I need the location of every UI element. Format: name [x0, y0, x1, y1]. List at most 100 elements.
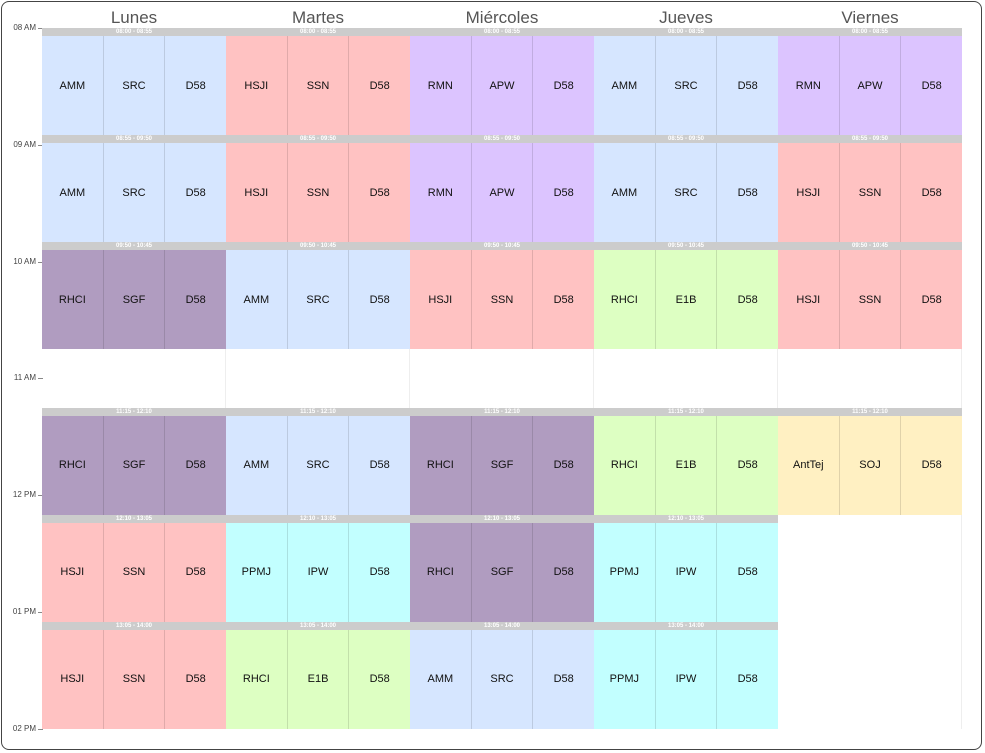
- class-cell[interactable]: SSN: [840, 143, 902, 243]
- class-cell[interactable]: APW: [472, 36, 534, 136]
- class-block[interactable]: 08:55 - 09:50 AMM SRC D58: [42, 135, 226, 243]
- class-cell[interactable]: D58: [553, 566, 574, 579]
- class-cell[interactable]: D58: [921, 293, 942, 306]
- class-cell[interactable]: RHCI: [42, 415, 104, 515]
- class-block[interactable]: 11:15 - 12:10 AMM SRC D58: [226, 407, 410, 515]
- class-cell[interactable]: SRC: [472, 629, 534, 729]
- class-cell[interactable]: PPMJ: [226, 522, 288, 622]
- class-cell[interactable]: D58: [553, 293, 574, 306]
- class-cell[interactable]: HSJI: [42, 629, 104, 729]
- class-block[interactable]: 13:05 - 14:00 PPMJ IPW D58: [594, 621, 778, 729]
- class-block[interactable]: 08:00 - 08:55 RMN APW D58: [778, 28, 962, 136]
- class-cell[interactable]: D58: [553, 186, 574, 199]
- class-block[interactable]: 09:50 - 10:45 RHCI SGF D58: [42, 242, 226, 350]
- class-cell[interactable]: RMN: [778, 36, 840, 136]
- class-cell[interactable]: D58: [185, 293, 206, 306]
- class-cell[interactable]: SGF: [472, 522, 534, 622]
- class-cell[interactable]: PPMJ: [594, 522, 656, 622]
- class-block[interactable]: 08:00 - 08:55 AMM SRC D58: [42, 28, 226, 136]
- class-cell[interactable]: SSN: [288, 36, 350, 136]
- class-block[interactable]: 08:55 - 09:50 AMM SRC D58: [594, 135, 778, 243]
- class-cell[interactable]: D58: [185, 673, 206, 686]
- class-block[interactable]: 08:00 - 08:55 HSJI SSN D58: [226, 28, 410, 136]
- class-cell[interactable]: AMM: [594, 143, 656, 243]
- class-cell[interactable]: HSJI: [226, 143, 288, 243]
- class-block[interactable]: 08:00 - 08:55 AMM SRC D58: [594, 28, 778, 136]
- class-block[interactable]: 11:15 - 12:10 RHCI SGF D58: [42, 407, 226, 515]
- class-cell[interactable]: D58: [369, 673, 390, 686]
- class-cell[interactable]: RHCI: [410, 415, 472, 515]
- class-cell[interactable]: SOJ: [840, 415, 902, 515]
- class-block[interactable]: 12:10 - 13:05 PPMJ IPW D58: [226, 514, 410, 622]
- class-cell[interactable]: D58: [185, 459, 206, 472]
- class-cell[interactable]: IPW: [656, 522, 718, 622]
- class-cell[interactable]: RHCI: [594, 250, 656, 350]
- class-block[interactable]: 08:55 - 09:50 HSJI SSN D58: [226, 135, 410, 243]
- class-block[interactable]: 13:05 - 14:00 HSJI SSN D58: [42, 621, 226, 729]
- class-cell[interactable]: D58: [369, 79, 390, 92]
- class-block[interactable]: 09:50 - 10:45 HSJI SSN D58: [410, 242, 594, 350]
- class-cell[interactable]: IPW: [656, 629, 718, 729]
- class-cell[interactable]: D58: [921, 459, 942, 472]
- class-cell[interactable]: SRC: [656, 143, 718, 243]
- class-cell[interactable]: HSJI: [226, 36, 288, 136]
- class-block[interactable]: 11:15 - 12:10 RHCI SGF D58: [410, 407, 594, 515]
- class-cell[interactable]: PPMJ: [594, 629, 656, 729]
- class-cell[interactable]: HSJI: [778, 250, 840, 350]
- class-block[interactable]: 13:05 - 14:00 AMM SRC D58: [410, 621, 594, 729]
- class-cell[interactable]: D58: [553, 673, 574, 686]
- class-cell[interactable]: AMM: [594, 36, 656, 136]
- class-block[interactable]: 08:00 - 08:55 RMN APW D58: [410, 28, 594, 136]
- class-cell[interactable]: RHCI: [226, 629, 288, 729]
- class-cell[interactable]: SGF: [472, 415, 534, 515]
- class-cell[interactable]: SRC: [288, 250, 350, 350]
- class-cell[interactable]: D58: [553, 459, 574, 472]
- class-cell[interactable]: D58: [921, 186, 942, 199]
- class-cell[interactable]: D58: [369, 293, 390, 306]
- class-block[interactable]: 09:50 - 10:45 AMM SRC D58: [226, 242, 410, 350]
- class-cell[interactable]: AntTej: [778, 415, 840, 515]
- class-cell[interactable]: RMN: [410, 36, 472, 136]
- class-cell[interactable]: RHCI: [410, 522, 472, 622]
- class-cell[interactable]: D58: [737, 79, 758, 92]
- class-cell[interactable]: E1B: [288, 629, 350, 729]
- class-cell[interactable]: SRC: [104, 143, 166, 243]
- class-cell[interactable]: SGF: [104, 415, 166, 515]
- class-cell[interactable]: D58: [185, 186, 206, 199]
- class-cell[interactable]: IPW: [288, 522, 350, 622]
- class-cell[interactable]: SSN: [104, 629, 166, 729]
- class-cell[interactable]: AMM: [42, 143, 104, 243]
- class-cell[interactable]: SRC: [288, 415, 350, 515]
- class-cell[interactable]: HSJI: [778, 143, 840, 243]
- class-cell[interactable]: SRC: [104, 36, 166, 136]
- class-block[interactable]: 12:10 - 13:05 HSJI SSN D58: [42, 514, 226, 622]
- class-block[interactable]: 08:55 - 09:50 RMN APW D58: [410, 135, 594, 243]
- class-cell[interactable]: HSJI: [410, 250, 472, 350]
- class-cell[interactable]: RHCI: [594, 415, 656, 515]
- class-cell[interactable]: APW: [840, 36, 902, 136]
- class-cell[interactable]: RHCI: [42, 250, 104, 350]
- class-cell[interactable]: D58: [185, 566, 206, 579]
- class-cell[interactable]: D58: [737, 293, 758, 306]
- class-block[interactable]: 09:50 - 10:45 RHCI E1B D58: [594, 242, 778, 350]
- class-cell[interactable]: AMM: [226, 415, 288, 515]
- class-cell[interactable]: HSJI: [42, 522, 104, 622]
- class-block[interactable]: 11:15 - 12:10 AntTej SOJ D58: [778, 407, 962, 515]
- class-cell[interactable]: SGF: [104, 250, 166, 350]
- class-block[interactable]: 13:05 - 14:00 RHCI E1B D58: [226, 621, 410, 729]
- class-cell[interactable]: RMN: [410, 143, 472, 243]
- class-block[interactable]: 11:15 - 12:10 RHCI E1B D58: [594, 407, 778, 515]
- class-cell[interactable]: D58: [369, 459, 390, 472]
- class-cell[interactable]: D58: [737, 566, 758, 579]
- class-cell[interactable]: D58: [553, 79, 574, 92]
- class-cell[interactable]: E1B: [656, 415, 718, 515]
- class-cell[interactable]: APW: [472, 143, 534, 243]
- class-cell[interactable]: AMM: [42, 36, 104, 136]
- class-cell[interactable]: D58: [185, 79, 206, 92]
- class-block[interactable]: 12:10 - 13:05 PPMJ IPW D58: [594, 514, 778, 622]
- class-cell[interactable]: D58: [737, 186, 758, 199]
- class-cell[interactable]: SSN: [104, 522, 166, 622]
- class-cell[interactable]: SSN: [288, 143, 350, 243]
- class-cell[interactable]: AMM: [410, 629, 472, 729]
- class-cell[interactable]: SSN: [472, 250, 534, 350]
